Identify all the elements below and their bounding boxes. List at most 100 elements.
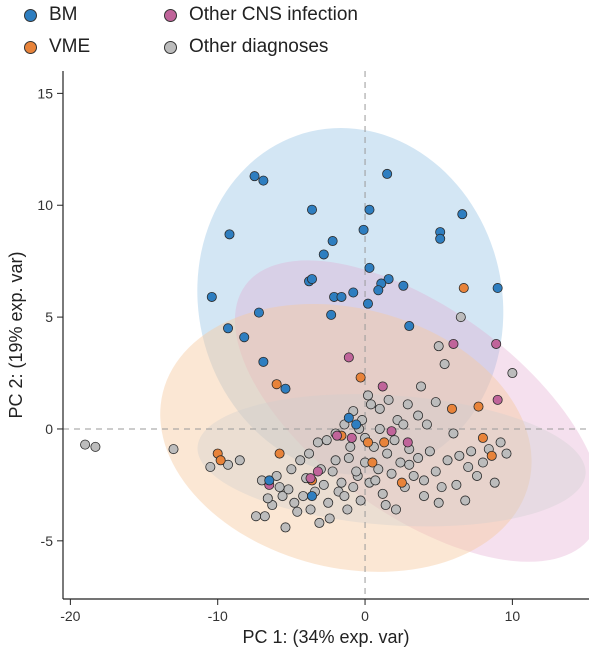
point-bm xyxy=(492,283,503,294)
legend-label-other-cns-infection: Other CNS infection xyxy=(189,4,358,25)
point-other-diagnoses xyxy=(90,441,101,452)
point-other-cns-infection xyxy=(332,430,343,441)
point-other-diagnoses xyxy=(362,390,373,401)
point-other-diagnoses xyxy=(395,457,406,468)
x-tick-label: -10 xyxy=(208,608,228,624)
point-other-diagnoses xyxy=(339,491,350,502)
point-other-diagnoses xyxy=(424,446,435,457)
y-tick-label: 10 xyxy=(37,197,53,213)
point-other-diagnoses xyxy=(460,495,471,506)
point-bm xyxy=(307,491,318,502)
point-vme xyxy=(477,432,488,443)
point-other-diagnoses xyxy=(318,479,329,490)
y-tick-label: 0 xyxy=(45,421,53,437)
x-axis-title: PC 1: (34% exp. var) xyxy=(242,627,409,647)
point-bm xyxy=(280,383,291,394)
point-other-diagnoses xyxy=(433,497,444,508)
point-other-cns-infection xyxy=(377,381,388,392)
point-other-diagnoses xyxy=(312,437,323,448)
point-other-diagnoses xyxy=(271,470,282,481)
point-other-diagnoses xyxy=(314,517,325,528)
x-tick-label: -20 xyxy=(60,608,80,624)
point-bm xyxy=(398,280,409,291)
point-other-cns-infection xyxy=(402,437,413,448)
point-other-diagnoses xyxy=(277,491,288,502)
point-other-diagnoses xyxy=(380,500,391,511)
point-other-diagnoses xyxy=(501,448,512,459)
point-bm xyxy=(351,419,362,430)
point-other-diagnoses xyxy=(283,484,294,495)
point-bm xyxy=(253,307,264,318)
point-other-diagnoses xyxy=(274,482,285,493)
point-other-diagnoses xyxy=(259,511,270,522)
y-tick-label: -5 xyxy=(41,533,54,549)
point-bm xyxy=(249,171,260,182)
legend-marker-bm xyxy=(24,8,37,22)
point-other-diagnoses xyxy=(442,455,453,466)
ellipse-other-diagnoses xyxy=(197,394,586,527)
point-other-diagnoses xyxy=(451,479,462,490)
point-bm xyxy=(307,274,318,285)
point-vme xyxy=(271,379,282,390)
point-bm xyxy=(224,229,235,240)
point-other-diagnoses xyxy=(289,497,300,508)
confidence-ellipses xyxy=(160,128,589,572)
point-bm xyxy=(223,323,234,334)
point-other-diagnoses xyxy=(390,504,401,515)
point-vme xyxy=(486,450,497,461)
point-other-diagnoses xyxy=(345,441,356,452)
point-bm xyxy=(404,321,415,332)
point-other-diagnoses xyxy=(421,419,432,430)
y-tick-label: 5 xyxy=(45,309,53,325)
y-tick-label: 15 xyxy=(37,85,53,101)
point-other-diagnoses xyxy=(205,461,216,472)
legend-label-bm: BM xyxy=(49,4,78,25)
point-other-diagnoses xyxy=(280,522,291,533)
point-other-diagnoses xyxy=(373,464,384,475)
point-other-diagnoses xyxy=(370,475,381,486)
point-other-diagnoses xyxy=(489,477,500,488)
point-other-diagnoses xyxy=(382,448,393,459)
point-other-diagnoses xyxy=(351,466,362,477)
point-bm xyxy=(326,309,337,320)
legend-label-vme: VME xyxy=(49,36,91,57)
point-other-diagnoses xyxy=(418,491,429,502)
x-tick-label: 0 xyxy=(361,608,369,624)
point-other-cns-infection xyxy=(491,338,502,349)
point-other-diagnoses xyxy=(324,513,335,524)
point-bm xyxy=(382,168,393,179)
data-points xyxy=(80,168,518,533)
point-other-diagnoses xyxy=(286,464,297,475)
point-other-cns-infection xyxy=(343,352,354,363)
point-other-diagnoses xyxy=(223,459,234,470)
point-bm xyxy=(358,224,369,235)
point-other-diagnoses xyxy=(404,459,415,470)
point-other-diagnoses xyxy=(298,491,309,502)
point-vme xyxy=(362,437,373,448)
point-other-diagnoses xyxy=(251,511,262,522)
point-bm xyxy=(239,332,250,343)
point-other-diagnoses xyxy=(408,470,419,481)
point-other-diagnoses xyxy=(374,403,385,414)
legend-item-other-cns-infection: Other CNS infection xyxy=(164,4,358,26)
point-vme xyxy=(379,437,390,448)
point-other-diagnoses xyxy=(374,423,385,434)
point-other-cns-infection xyxy=(312,466,323,477)
point-bm xyxy=(336,291,347,302)
point-other-diagnoses xyxy=(383,394,394,405)
point-vme xyxy=(446,403,457,414)
point-other-diagnoses xyxy=(495,437,506,448)
point-other-diagnoses xyxy=(466,446,477,457)
point-other-diagnoses xyxy=(377,488,388,499)
point-bm xyxy=(364,204,375,215)
point-other-diagnoses xyxy=(448,428,459,439)
point-other-diagnoses xyxy=(472,470,483,481)
point-bm xyxy=(206,291,217,302)
point-other-diagnoses xyxy=(168,444,179,455)
point-other-diagnoses xyxy=(343,453,354,464)
point-other-diagnoses xyxy=(262,493,273,504)
point-other-diagnoses xyxy=(365,399,376,410)
point-other-diagnoses xyxy=(327,466,338,477)
point-other-diagnoses xyxy=(386,468,397,479)
